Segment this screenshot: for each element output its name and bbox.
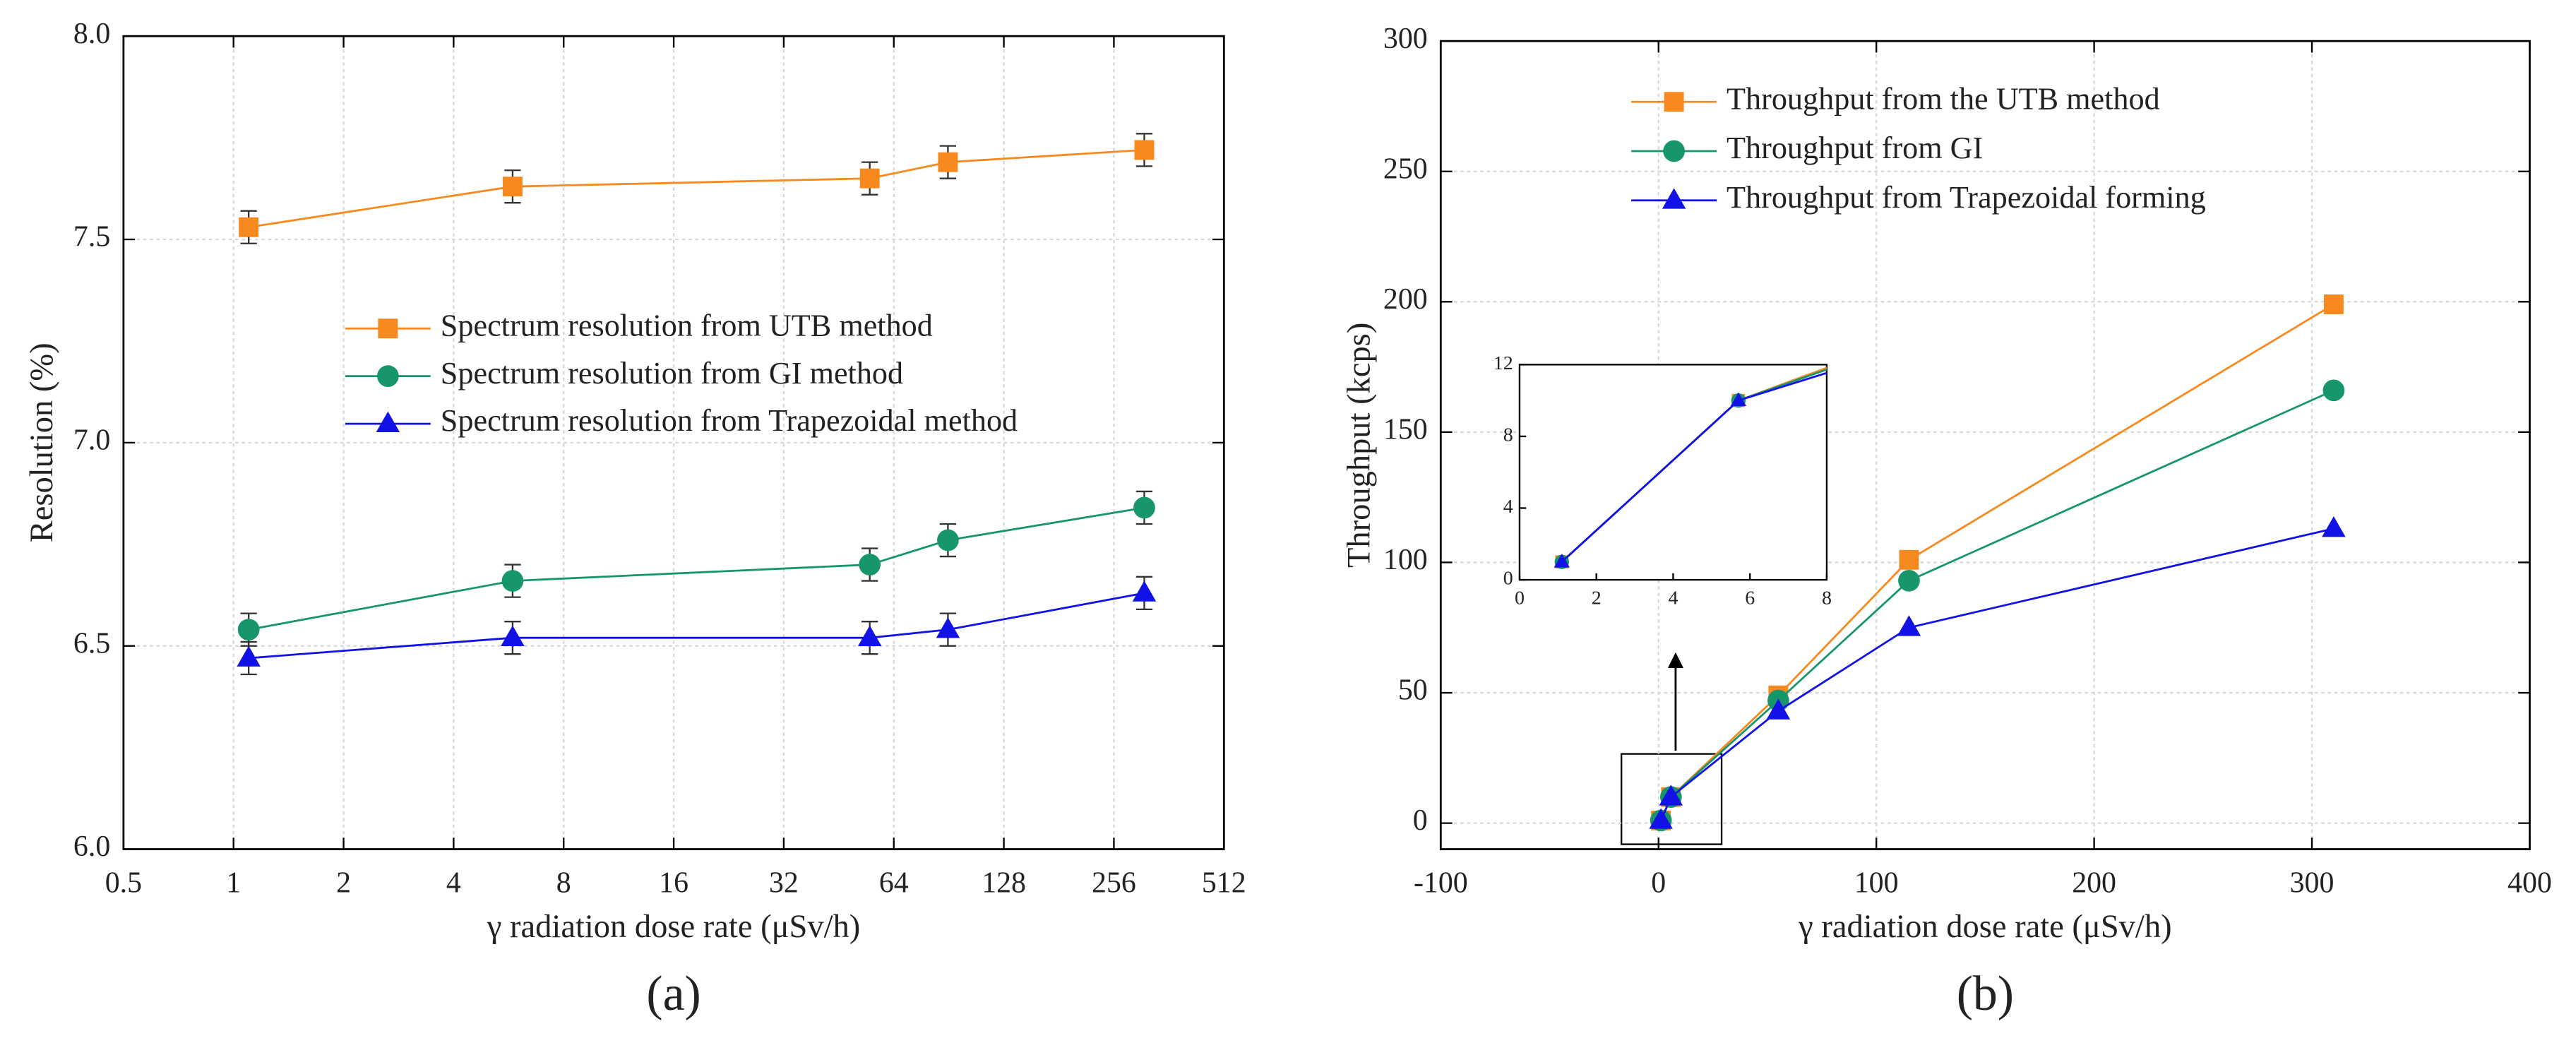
y-tick-label: 200 (1383, 283, 1428, 316)
marker-circle (1663, 140, 1685, 162)
marker-square (859, 168, 880, 189)
marker-triangle (1649, 808, 1673, 829)
y-tick-label: 250 (1383, 153, 1428, 185)
legend-label: Throughput from GI (1727, 131, 1983, 165)
inset-x-tick-label: 2 (1592, 587, 1602, 609)
legend-label: Throughput from the UTB method (1727, 81, 2160, 116)
marker-square (239, 217, 259, 237)
inset-x-tick-label: 8 (1822, 587, 1832, 609)
marker-square (502, 177, 523, 197)
y-tick-label: 6.5 (73, 627, 110, 660)
y-tick-label: 100 (1383, 544, 1428, 576)
legend-label: Spectrum resolution from GI method (441, 356, 903, 391)
y-tick-label: 0 (1413, 804, 1428, 837)
panel-label: (b) (1957, 967, 2014, 1021)
series-line (1561, 371, 1827, 563)
marker-triangle (1730, 392, 1747, 407)
marker-triangle (1659, 785, 1683, 806)
y-tick-label: 7.5 (73, 221, 110, 254)
marker-triangle (857, 625, 882, 647)
x-tick-label: 0.5 (105, 866, 142, 899)
x-tick-label: 32 (769, 866, 799, 899)
x-tick-label: 2 (336, 866, 351, 899)
x-axis-label: γ radiation dose rate (μSv/h) (487, 909, 860, 945)
y-tick-label: 150 (1383, 413, 1428, 446)
marker-square (378, 318, 398, 339)
marker-circle (859, 554, 881, 576)
zoom-box (1621, 753, 1723, 845)
x-tick-label: 100 (1854, 866, 1899, 899)
marker-square (1664, 92, 1684, 112)
x-tick-label: 16 (659, 866, 688, 899)
x-tick-label: 8 (556, 866, 571, 899)
x-tick-label: 200 (2072, 866, 2116, 899)
legend-label: Throughput from Trapezoidal forming (1727, 180, 2206, 215)
marker-triangle (376, 411, 400, 432)
y-tick-label: 300 (1383, 23, 1428, 55)
y-axis-label: Resolution (%) (24, 342, 60, 542)
plot-frame (1439, 40, 2531, 850)
x-tick-label: 300 (2290, 866, 2334, 899)
x-tick-label: 1 (226, 866, 241, 899)
marker-triangle (501, 625, 525, 647)
y-tick-label: 6.0 (73, 830, 110, 863)
marker-circle (2322, 379, 2345, 402)
marker-square (2323, 294, 2344, 314)
inset-x-tick-label: 0 (1515, 587, 1525, 609)
marker-triangle (1897, 615, 1921, 636)
panel-label: (a) (646, 967, 700, 1021)
marker-triangle (237, 645, 261, 667)
marker-triangle (1554, 554, 1570, 568)
inset-x-tick-label: 4 (1668, 587, 1678, 609)
marker-square (938, 152, 958, 172)
marker-triangle (1132, 580, 1157, 602)
x-tick-label: 4 (446, 866, 461, 899)
marker-square (1899, 549, 1919, 570)
x-tick-label: 64 (879, 866, 909, 899)
inset-frame (1518, 364, 1828, 581)
marker-triangle (936, 617, 960, 638)
inset-y-tick-label: 8 (1503, 424, 1513, 446)
y-axis-label: Throughput (kcps) (1341, 323, 1377, 568)
inset-y-tick-label: 0 (1503, 567, 1513, 589)
x-tick-label: 400 (2508, 866, 2552, 899)
marker-circle (501, 570, 524, 592)
inset-y-tick-label: 12 (1493, 352, 1513, 374)
marker-circle (1898, 569, 1920, 592)
marker-circle (377, 365, 399, 388)
series-line (248, 506, 1145, 631)
marker-circle (237, 619, 260, 641)
x-tick-label: -100 (1414, 866, 1468, 899)
x-tick-label: 512 (1202, 866, 1246, 899)
x-tick-label: 256 (1092, 866, 1136, 899)
inset-y-tick-label: 4 (1503, 496, 1513, 518)
marker-triangle (1766, 698, 1791, 720)
marker-triangle (1662, 188, 1686, 209)
x-tick-label: 128 (982, 866, 1026, 899)
series-line (249, 592, 1145, 660)
marker-triangle (2322, 516, 2346, 537)
marker-circle (937, 529, 959, 552)
inset-x-tick-label: 6 (1745, 587, 1755, 609)
marker-square (1134, 140, 1155, 160)
series-line (248, 148, 1145, 229)
x-tick-label: 0 (1651, 866, 1666, 899)
legend-label: Spectrum resolution from UTB method (441, 308, 933, 342)
x-axis-label: γ radiation dose rate (μSv/h) (1798, 909, 2171, 945)
legend-label: Spectrum resolution from Trapezoidal met… (441, 403, 1018, 438)
y-tick-label: 8.0 (73, 18, 110, 50)
y-tick-label: 50 (1398, 674, 1428, 707)
marker-circle (1133, 496, 1155, 519)
y-tick-label: 7.0 (73, 424, 110, 456)
